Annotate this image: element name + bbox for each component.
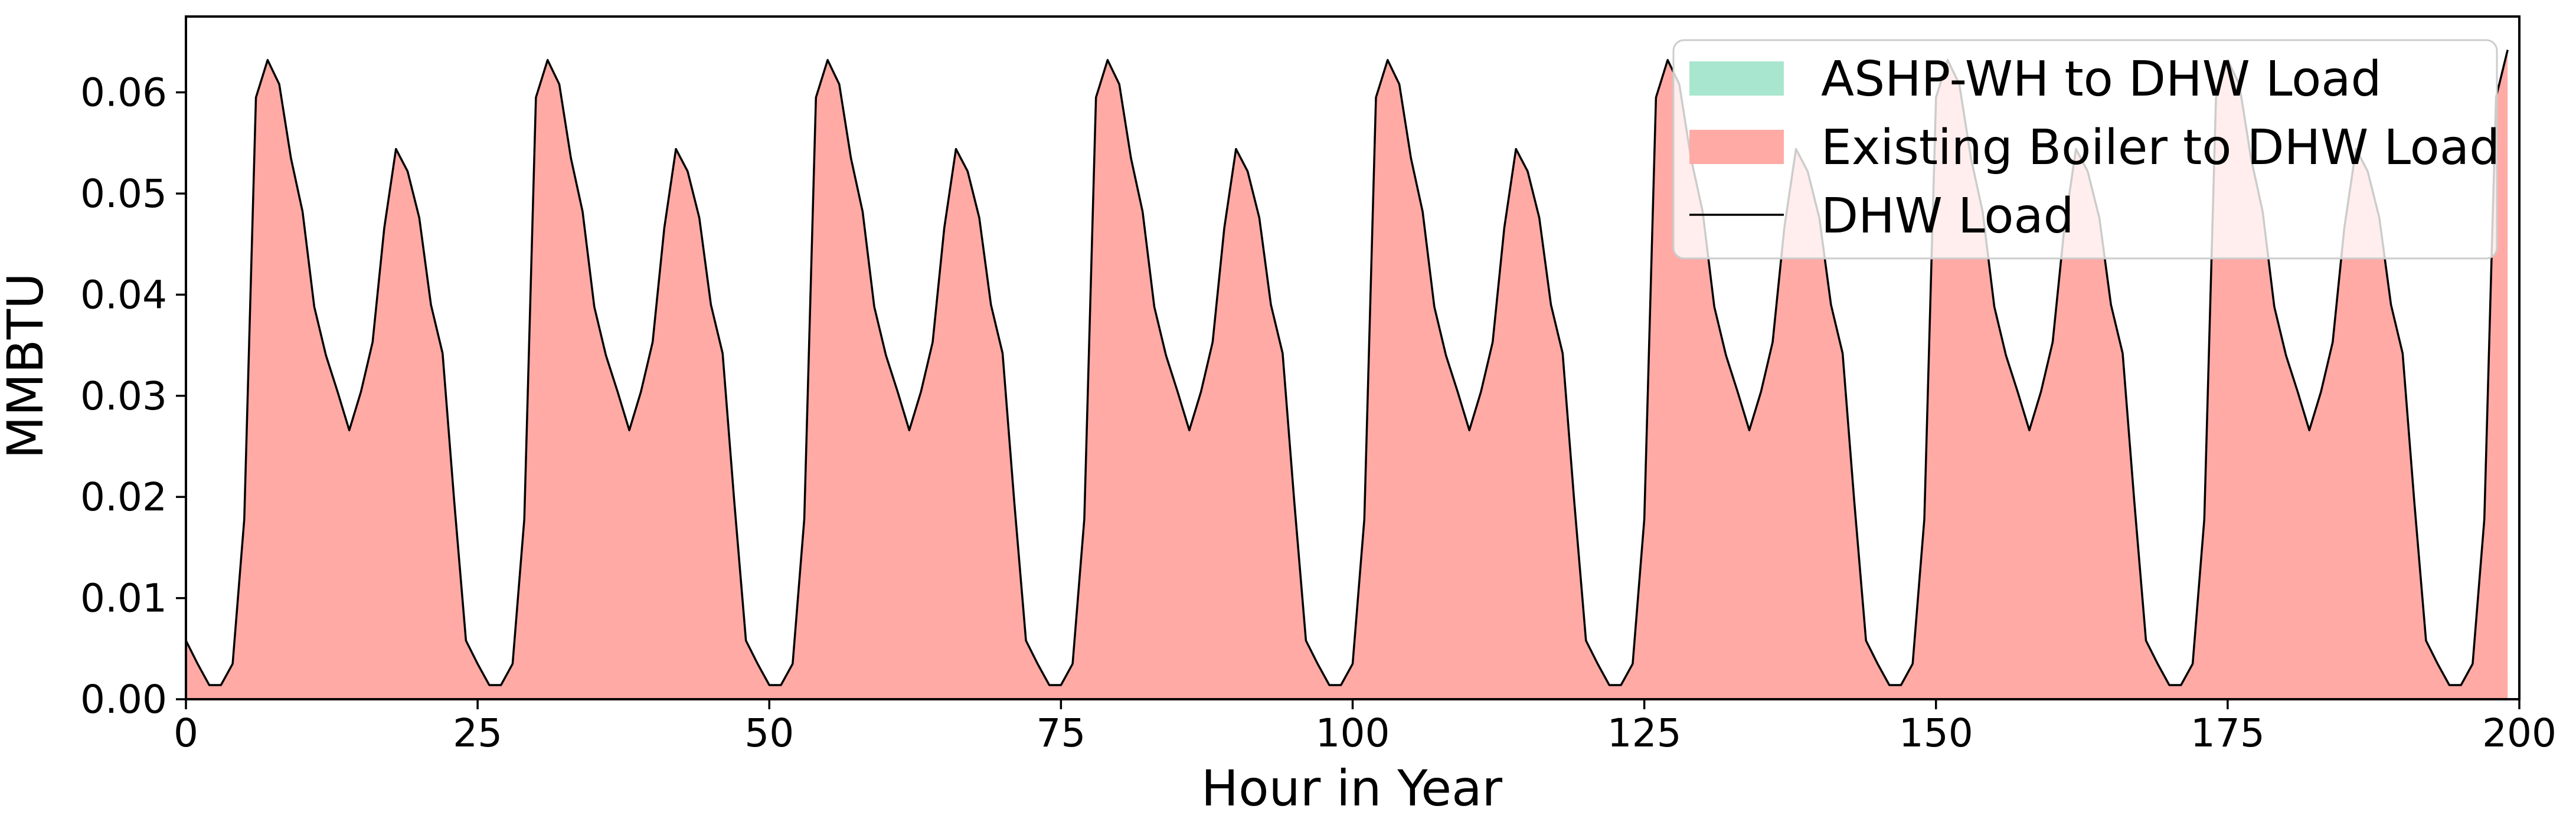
x-tick-label: 150 (1899, 710, 1973, 756)
boiler-area (186, 50, 2508, 700)
legend-label-boiler: Existing Boiler to DHW Load (1821, 120, 2500, 176)
legend-frame (1672, 39, 2498, 260)
y-tick-label: 0.04 (80, 272, 167, 317)
y-tick-label: 0.00 (80, 677, 167, 722)
x-tick-label: 25 (453, 710, 502, 756)
dhw-load-line (185, 50, 2509, 686)
plot-area (185, 50, 2509, 700)
x-tick-label: 200 (2482, 710, 2557, 756)
y-tick-label: 0.02 (80, 474, 167, 520)
y-tick-label: 0.06 (80, 70, 167, 116)
legend-swatch-boiler (1689, 130, 1784, 164)
axes: 0 25 50 75 100 125 150 175 200 0.00 0.01 0.02 0.03 0.… (80, 15, 2557, 756)
x-tick-label: 50 (744, 710, 794, 756)
legend-label-ashp: ASHP-WH to DHW Load (1821, 51, 2382, 107)
x-tick-label: 0 (174, 710, 198, 756)
y-axis-label: MMBTU (0, 273, 54, 458)
y-tick-label: 0.03 (80, 374, 167, 419)
legend: ASHP-WH to DHW Load Existing Boiler to D… (1672, 39, 2500, 260)
y-tick-label: 0.05 (80, 171, 167, 217)
legend-swatch-ashp (1689, 61, 1784, 96)
x-tick-label: 125 (1607, 710, 1682, 756)
y-tick-label: 0.01 (80, 576, 167, 621)
x-axis-label: Hour in Year (1201, 759, 1503, 817)
x-tick-label: 75 (1036, 710, 1086, 756)
x-tick-label: 100 (1316, 710, 1390, 756)
legend-label-dhw-load: DHW Load (1821, 188, 2074, 244)
x-tick-label: 175 (2191, 710, 2265, 756)
